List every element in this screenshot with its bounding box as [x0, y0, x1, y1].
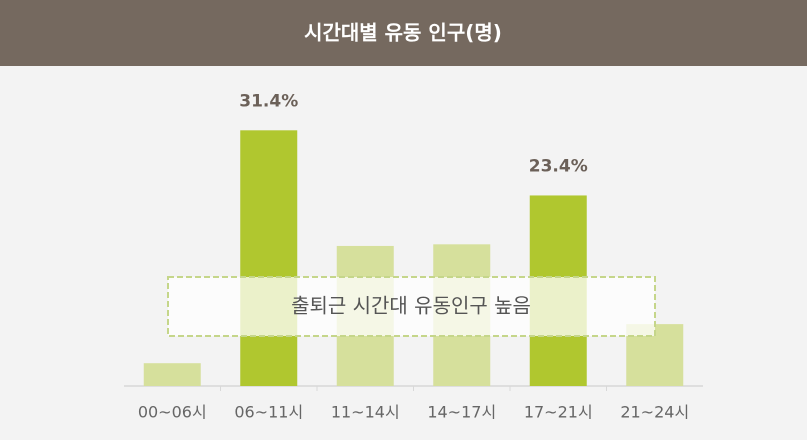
- x-tick-label: 21~24시: [620, 403, 689, 422]
- x-tick-label: 14~17시: [427, 403, 496, 422]
- value-label: 31.4%: [239, 91, 298, 111]
- annotation: 출퇴근 시간대 유동인구 높음: [291, 294, 531, 318]
- chart-title: 시간대별 유동 인구(명): [304, 21, 502, 45]
- x-tick-label: 17~21시: [524, 403, 593, 422]
- bar: [143, 363, 201, 386]
- x-tick-label: 11~14시: [331, 403, 400, 422]
- x-tick-label: 00~06시: [138, 403, 207, 422]
- bar: [240, 130, 298, 386]
- header: [0, 0, 807, 66]
- x-tick-label: 06~11시: [234, 403, 303, 422]
- value-label: 23.4%: [529, 156, 588, 176]
- annotation-box: [167, 276, 656, 337]
